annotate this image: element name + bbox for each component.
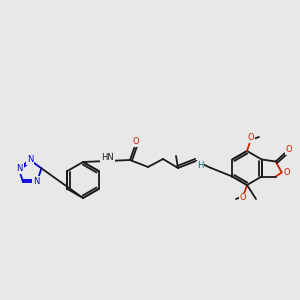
Text: O: O [285,145,292,154]
Text: O: O [248,134,254,142]
Text: N: N [33,177,39,186]
Text: O: O [240,194,246,202]
Text: N: N [27,155,33,164]
Text: O: O [284,168,290,177]
Text: N: N [16,164,23,173]
Text: H: H [197,161,203,170]
Text: O: O [133,137,139,146]
Text: HN: HN [101,154,114,163]
